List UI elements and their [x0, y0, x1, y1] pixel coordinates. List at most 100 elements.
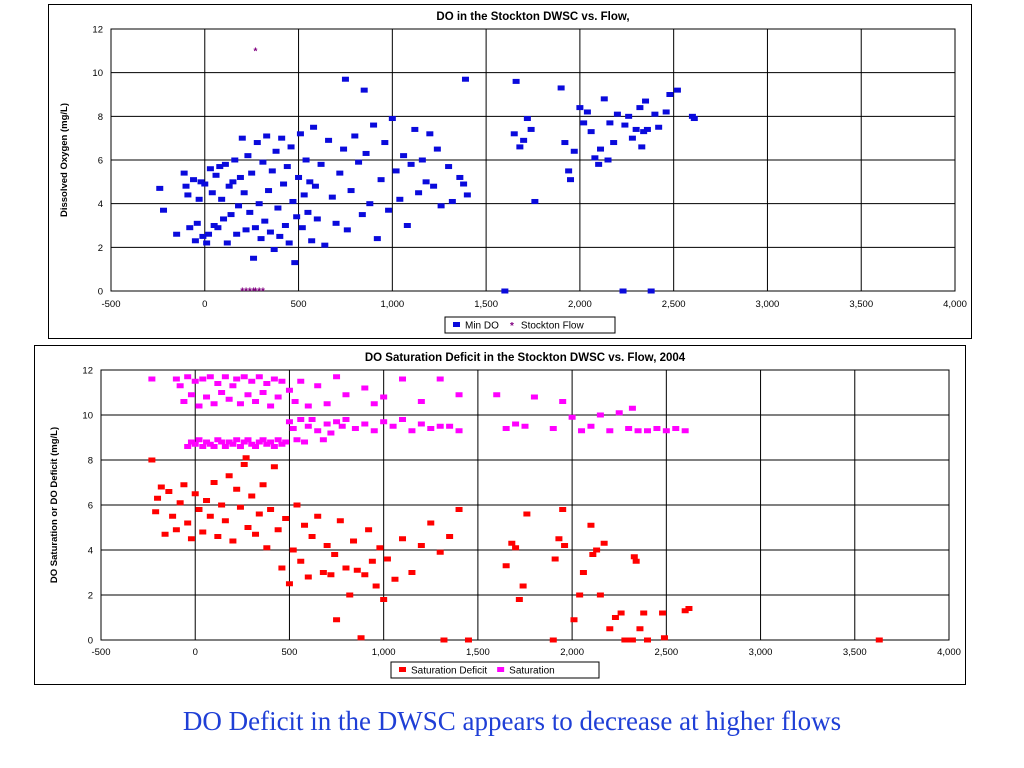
chart-1-data-point — [214, 225, 222, 231]
chart-2-data-point — [436, 423, 444, 429]
chart-2-data-point — [221, 518, 229, 524]
chart-2-data-point — [455, 507, 463, 512]
chart-1-data-point — [218, 196, 226, 202]
chart-2-data-point — [338, 423, 346, 429]
chart-1-data-point — [377, 177, 385, 183]
chart-1-series-0 — [156, 76, 698, 294]
chart-2-x-tick-label: 0 — [193, 647, 198, 658]
chart-2-data-point — [323, 543, 331, 548]
chart-1-data-point — [411, 126, 419, 132]
chart-2-data-point — [308, 417, 316, 422]
chart-2-data-point — [436, 376, 444, 382]
chart-2-title: DO Saturation Deficit in the Stockton DW… — [365, 352, 686, 364]
chart-2-data-point — [267, 507, 275, 512]
chart-1-data-point — [311, 183, 319, 189]
chart-2-data-point — [244, 437, 252, 443]
chart-1-data-point — [160, 207, 168, 213]
chart-2-data-point — [221, 444, 229, 449]
chart-1-data-point — [651, 111, 659, 117]
chart-2-data-point — [380, 597, 388, 602]
chart-2-data-point — [672, 426, 680, 431]
chart-1-data-point: * — [248, 287, 252, 298]
chart-1-data-point — [296, 131, 304, 137]
chart-1-data-point — [621, 122, 629, 128]
chart-1-data-point — [565, 168, 573, 174]
chart-1-data-point — [242, 227, 250, 233]
chart-2-data-point — [336, 518, 344, 524]
chart-1-data-point — [642, 98, 650, 104]
chart-2-data-point — [376, 545, 384, 551]
chart-2-data-point — [191, 378, 199, 384]
chart-2-data-point — [210, 480, 218, 485]
chart-2-data-point — [248, 378, 256, 384]
chart-2-data-point — [640, 610, 648, 616]
chart-1-data-point — [212, 172, 220, 178]
chart-2-data-point — [493, 392, 501, 398]
chart-2-data-point — [195, 403, 203, 409]
chart-2-data-point — [327, 572, 335, 578]
chart-1-data-point — [527, 126, 535, 132]
slide-caption: DO Deficit in the DWSC appears to decrea… — [182, 706, 842, 736]
chart-2-data-point — [333, 617, 341, 623]
chart-1-data-point — [418, 157, 426, 163]
chart-2-data-point — [152, 509, 160, 515]
chart-1-data-point — [632, 126, 640, 132]
chart-1-data-point — [567, 177, 575, 183]
chart-1-data-point — [263, 133, 271, 139]
chart-2-data-point — [417, 543, 425, 548]
chart-1-data-point — [293, 214, 301, 220]
chart-1-x-tick-label: 1,500 — [474, 299, 498, 310]
chart-1-data-point — [561, 140, 569, 146]
chart-2-data-point — [263, 381, 271, 386]
chart-1-x-tick-label: 2,000 — [568, 299, 592, 310]
chart-2-data-point — [218, 390, 226, 395]
chart-2-data-point — [502, 563, 510, 569]
chart-2-data-point — [579, 570, 587, 575]
chart-1-data-point — [619, 288, 627, 294]
chart-1-data-point — [295, 174, 303, 180]
chart-1-data-point — [199, 233, 207, 239]
chart-2-data-point — [512, 545, 520, 551]
chart-1-data-point — [208, 190, 216, 196]
chart-2-y-tick-label: 4 — [88, 546, 93, 557]
chart-2-data-point — [391, 576, 399, 582]
chart-1-data-point — [265, 188, 273, 194]
chart-2-data-point — [408, 570, 416, 575]
chart-2-data-point — [206, 513, 214, 519]
chart-1-data-point — [186, 225, 194, 231]
chart-1-data-point — [233, 231, 241, 237]
chart-2-data-point — [508, 540, 516, 546]
chart-1-legend-marker — [453, 322, 460, 327]
chart-2-data-point — [187, 392, 195, 398]
chart-1-data-point — [341, 76, 349, 82]
chart-1-data-point — [461, 76, 469, 82]
chart-1-data-point — [437, 203, 445, 209]
chart-2-data-point — [875, 637, 883, 643]
chart-1-data-point — [610, 140, 618, 146]
chart-2-data-point — [399, 376, 407, 382]
chart-2-data-point — [643, 428, 651, 434]
chart-1-data-point — [266, 229, 274, 235]
chart-2-data-point — [274, 394, 282, 400]
chart-1-data-point — [298, 225, 306, 231]
chart-2-data-point — [248, 493, 256, 499]
chart-2-data-point — [615, 410, 623, 416]
chart-2-data-point — [301, 522, 309, 528]
chart-2-data-point — [176, 500, 184, 506]
chart-1-data-point — [662, 109, 670, 115]
chart-2-data-point — [685, 606, 693, 611]
chart-1-data-point — [430, 183, 438, 189]
chart-2-data-point — [297, 378, 305, 384]
chart-2-data-point — [455, 392, 463, 398]
chart-1-data-point — [640, 129, 648, 135]
chart-2-x-tick-label: 4,000 — [937, 647, 961, 658]
chart-2-data-point — [293, 437, 301, 443]
chart-1-data-point — [191, 238, 199, 244]
chart-2-data-point — [199, 444, 207, 449]
chart-1-data-point: * — [253, 46, 257, 57]
chart-2-data-point — [380, 394, 388, 400]
chart-1-data-point — [261, 218, 269, 224]
chart-2-data-point — [408, 428, 416, 434]
chart-2-data-point — [596, 592, 604, 598]
chart-1-data-point — [403, 223, 411, 228]
